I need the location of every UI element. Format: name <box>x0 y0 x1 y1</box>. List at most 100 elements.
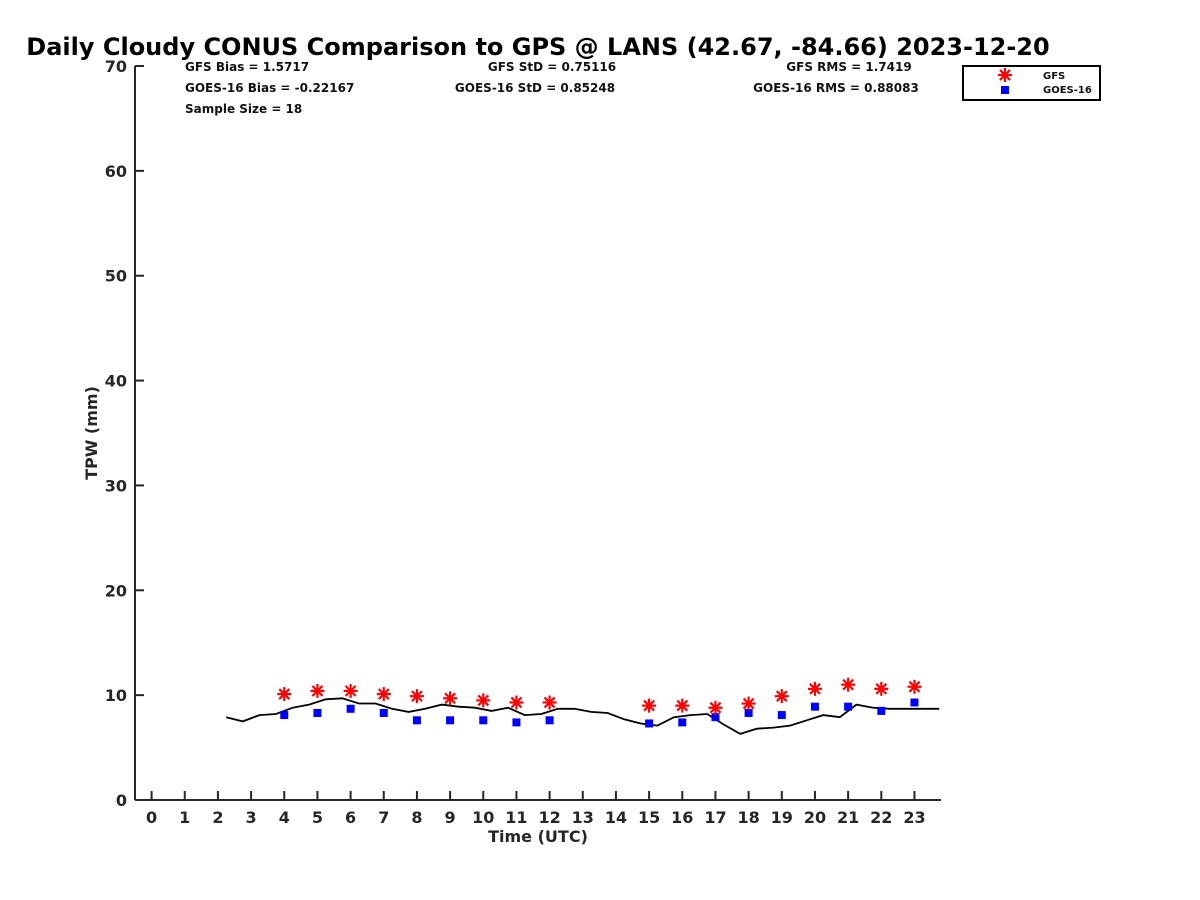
legend-goes-marker <box>1001 86 1009 94</box>
x-tick-label-20: 20 <box>804 808 826 827</box>
goes-rms-stat: GOES-16 RMS = 0.88083 <box>753 81 919 95</box>
y-tick-label-70: 70 <box>105 57 127 76</box>
gfs-point-5-stroke-3 <box>444 692 456 705</box>
gfs-point-12 <box>741 696 756 711</box>
gfs-std-stat: GFS StD = 0.75116 <box>488 60 616 74</box>
x-tick-label-9: 9 <box>445 808 456 827</box>
gfs-point-5 <box>443 691 458 706</box>
legend-gfs-marker <box>998 68 1012 82</box>
x-tick-label-2: 2 <box>212 808 223 827</box>
legend-gfs-label: GFS <box>1043 71 1065 82</box>
x-tick-label-6: 6 <box>345 808 356 827</box>
x-tick-label-15: 15 <box>638 808 660 827</box>
gfs-point-17-stroke-3 <box>908 680 921 693</box>
series-line <box>225 697 940 735</box>
goes-point-9 <box>645 719 654 728</box>
gfs-point-9-stroke-3 <box>643 699 655 712</box>
x-tick-label-1: 1 <box>179 808 190 827</box>
y-tick-label-20: 20 <box>105 581 127 600</box>
gfs-point-1-stroke-3 <box>311 685 324 697</box>
legend-goes-label: GOES-16 <box>1043 85 1092 96</box>
gfs-bias-stat: GFS Bias = 1.5717 <box>185 60 309 74</box>
x-tick-label-14: 14 <box>605 808 627 827</box>
gfs-point-15-stroke-3 <box>842 678 854 691</box>
gfs-point-3-stroke-3 <box>377 688 390 700</box>
x-tick-label-21: 21 <box>837 808 859 827</box>
x-tick-label-7: 7 <box>378 808 389 827</box>
gfs-point-8 <box>542 695 557 710</box>
x-tick-label-22: 22 <box>870 808 892 827</box>
x-tick-label-23: 23 <box>903 808 925 827</box>
gfs-point-8-stroke-3 <box>543 696 556 709</box>
y-tick-label-50: 50 <box>105 267 127 286</box>
gfs-point-10 <box>675 698 690 713</box>
goes-point-3 <box>379 708 388 717</box>
gfs-point-1 <box>310 683 325 698</box>
gfs-point-6-stroke-3 <box>477 694 490 707</box>
gfs-point-12-stroke-3 <box>742 697 755 710</box>
goes-point-13 <box>777 711 786 720</box>
goes-point-1 <box>313 708 322 717</box>
gfs-point-9 <box>642 698 657 713</box>
gfs-point-16 <box>874 681 889 696</box>
goes-bias-stat: GOES-16 Bias = -0.22167 <box>185 81 354 95</box>
x-tick-label-12: 12 <box>538 808 560 827</box>
x-tick-label-16: 16 <box>671 808 693 827</box>
x-axis-label: Time (UTC) <box>488 827 588 846</box>
y-axis-label: TPW (mm) <box>82 386 101 480</box>
y-tick-label-40: 40 <box>105 372 127 391</box>
y-tick-label-30: 30 <box>105 476 127 495</box>
chart-title: Daily Cloudy CONUS Comparison to GPS @ L… <box>26 33 1049 61</box>
gfs-point-13-stroke-3 <box>775 690 788 703</box>
gfs-point-10-stroke-3 <box>676 699 689 712</box>
goes-point-4 <box>412 716 421 725</box>
goes-point-17 <box>910 698 919 707</box>
gfs-point-7-stroke-3 <box>510 696 523 709</box>
goes-point-10 <box>678 718 687 727</box>
x-tick-label-17: 17 <box>704 808 726 827</box>
gfs-rms-stat: GFS RMS = 1.7419 <box>786 60 911 74</box>
gfs-point-0 <box>277 687 292 702</box>
gfs-point-7 <box>509 695 524 710</box>
goes-point-16 <box>877 706 886 715</box>
gfs-point-14 <box>807 681 822 696</box>
y-tick-label-0: 0 <box>116 791 127 810</box>
gfs-point-11-stroke-3 <box>709 701 722 714</box>
legend-gfs-asterisk <box>998 68 1012 82</box>
x-tick-label-3: 3 <box>246 808 257 827</box>
goes-std-stat: GOES-16 StD = 0.85248 <box>455 81 615 95</box>
gfs-point-2-stroke-3 <box>344 685 357 697</box>
legend-box <box>962 65 1101 101</box>
goes-point-0 <box>280 711 289 720</box>
gfs-point-14-stroke-3 <box>809 683 821 695</box>
gfs-point-17 <box>907 679 922 694</box>
x-tick-label-18: 18 <box>737 808 759 827</box>
sample-size-stat: Sample Size = 18 <box>185 102 302 116</box>
gfs-point-4 <box>409 689 424 704</box>
gfs-point-15 <box>841 677 856 692</box>
x-tick-label-5: 5 <box>312 808 323 827</box>
gfs-point-11 <box>708 700 723 715</box>
goes-point-11 <box>711 713 720 722</box>
y-tick-label-60: 60 <box>105 162 127 181</box>
gfs-point-3 <box>376 687 391 702</box>
gfs-point-16-stroke-3 <box>875 683 888 695</box>
legend: GFS GOES-16 <box>962 65 1101 101</box>
x-tick-label-8: 8 <box>411 808 422 827</box>
gfs-point-4-stroke-3 <box>411 690 423 703</box>
x-tick-label-11: 11 <box>505 808 527 827</box>
goes-point-15 <box>844 702 853 711</box>
goes-point-8 <box>545 716 554 725</box>
x-tick-label-19: 19 <box>771 808 793 827</box>
x-tick-label-0: 0 <box>146 808 157 827</box>
goes-point-6 <box>479 716 488 725</box>
goes-point-14 <box>810 702 819 711</box>
goes-point-12 <box>744 708 753 717</box>
x-tick-label-4: 4 <box>279 808 290 827</box>
gfs-point-2 <box>343 683 358 698</box>
gfs-point-13 <box>774 689 789 704</box>
goes-point-7 <box>512 718 521 727</box>
gfs-point-0-stroke-3 <box>278 688 291 700</box>
gfs-point-6 <box>476 693 491 708</box>
